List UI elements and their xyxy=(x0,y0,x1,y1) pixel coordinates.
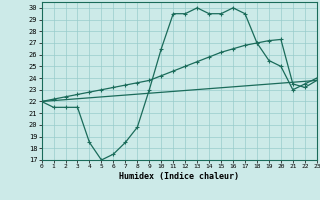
X-axis label: Humidex (Indice chaleur): Humidex (Indice chaleur) xyxy=(119,172,239,181)
